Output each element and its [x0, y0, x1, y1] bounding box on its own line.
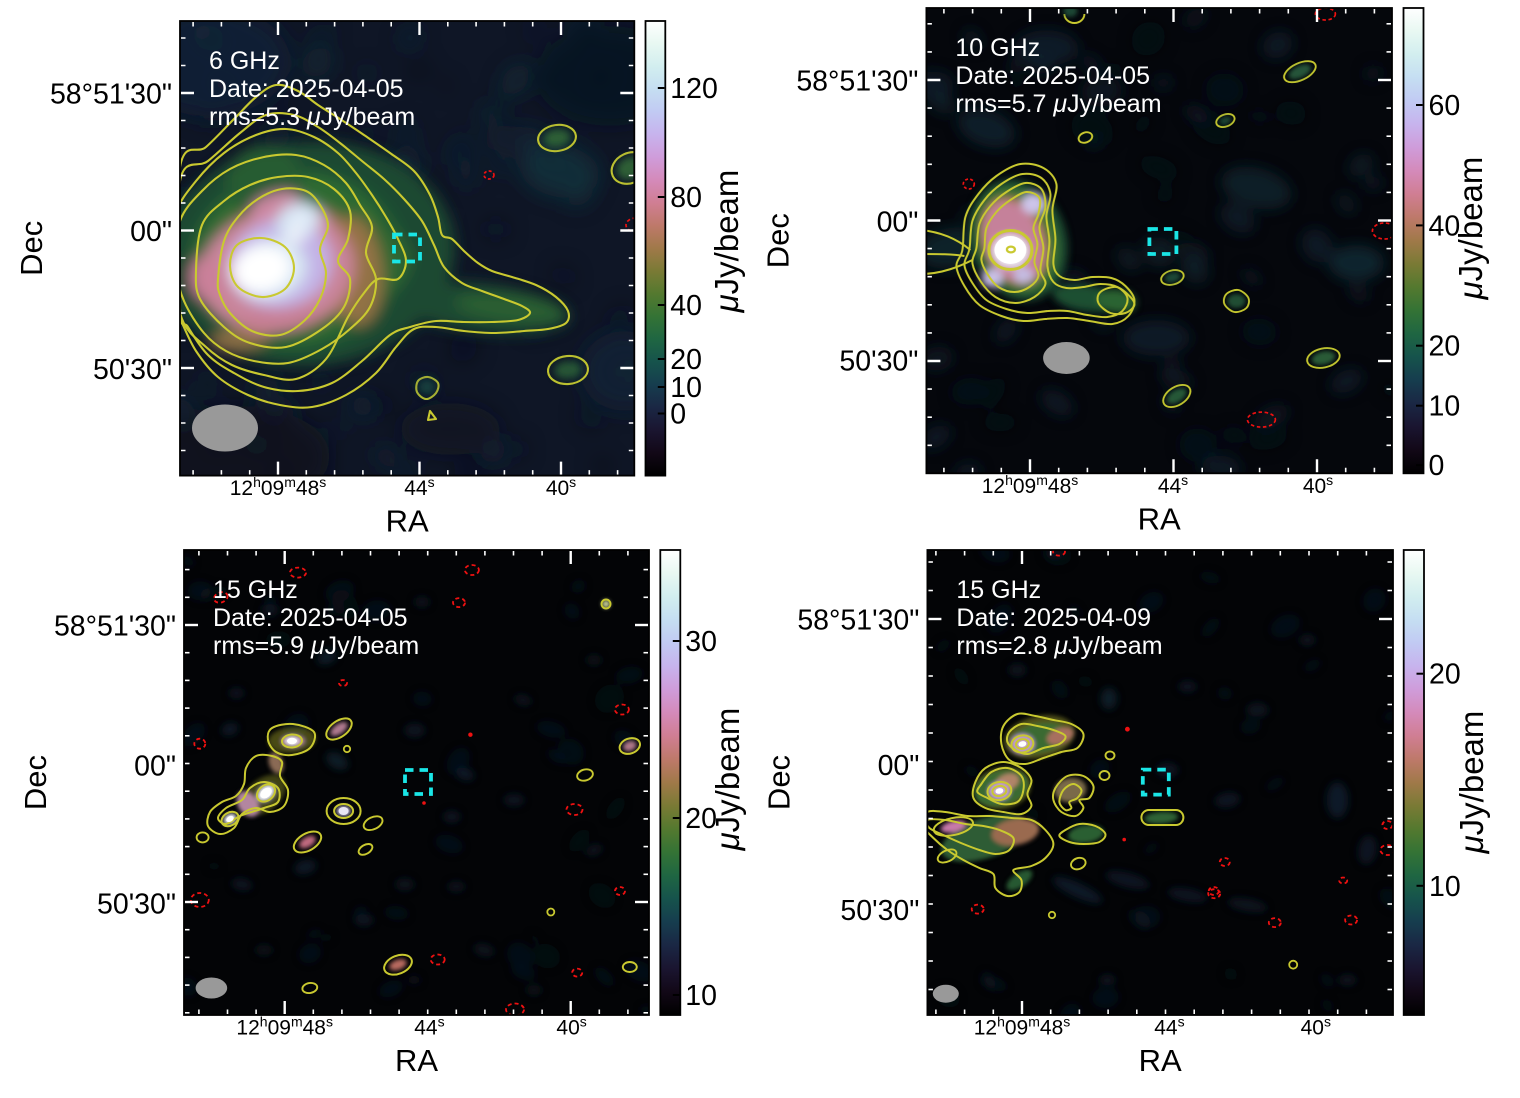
svg-text:15 GHz: 15 GHz: [213, 576, 298, 604]
svg-text:12h09m48s: 12h09m48s: [982, 472, 1079, 498]
svg-text:μJy/beam: μJy/beam: [709, 708, 746, 852]
svg-text:50'30": 50'30": [839, 345, 918, 377]
svg-text:00": 00": [134, 750, 176, 782]
svg-text:40: 40: [670, 290, 702, 322]
svg-text:0: 0: [1429, 450, 1445, 482]
svg-text:10 GHz: 10 GHz: [955, 34, 1040, 62]
svg-text:RA: RA: [395, 1043, 438, 1078]
svg-text:40: 40: [1429, 210, 1461, 242]
svg-text:rms=5.9 μJy/beam: rms=5.9 μJy/beam: [213, 632, 419, 660]
svg-text:12h09m48s: 12h09m48s: [236, 1014, 333, 1040]
svg-text:12h09m48s: 12h09m48s: [974, 1014, 1071, 1040]
svg-text:μJy/beam: μJy/beam: [708, 170, 745, 314]
svg-text:58°51'30": 58°51'30": [54, 610, 176, 642]
svg-text:50'30": 50'30": [97, 888, 176, 920]
svg-text:Date: 2025-04-05: Date: 2025-04-05: [209, 75, 404, 103]
svg-text:μJy/beam: μJy/beam: [1453, 711, 1490, 855]
svg-text:rms=2.8 μJy/beam: rms=2.8 μJy/beam: [956, 632, 1162, 660]
svg-text:30: 30: [685, 626, 717, 658]
svg-text:Dec: Dec: [761, 755, 796, 810]
svg-text:50'30": 50'30": [93, 354, 172, 386]
svg-text:00": 00": [878, 750, 920, 782]
svg-text:0: 0: [670, 399, 686, 431]
svg-text:120: 120: [670, 73, 718, 105]
svg-text:15 GHz: 15 GHz: [956, 576, 1041, 604]
svg-text:Dec: Dec: [14, 221, 49, 276]
svg-text:20: 20: [685, 803, 717, 835]
svg-text:50'30": 50'30": [840, 895, 919, 927]
svg-text:20: 20: [670, 344, 702, 376]
svg-text:μJy/beam: μJy/beam: [1452, 157, 1489, 301]
svg-text:00": 00": [877, 206, 919, 238]
svg-text:RA: RA: [1138, 501, 1181, 536]
svg-text:Date: 2025-04-09: Date: 2025-04-09: [956, 604, 1151, 632]
svg-text:10: 10: [1429, 871, 1461, 903]
svg-text:12h09m48s: 12h09m48s: [230, 474, 327, 500]
svg-text:rms=5.7 μJy/beam: rms=5.7 μJy/beam: [955, 90, 1161, 118]
svg-text:Dec: Dec: [18, 755, 53, 810]
svg-text:00": 00": [130, 216, 172, 248]
svg-text:RA: RA: [1139, 1043, 1182, 1078]
svg-text:60: 60: [1429, 90, 1461, 122]
svg-text:Date: 2025-04-05: Date: 2025-04-05: [213, 604, 408, 632]
svg-text:58°51'30": 58°51'30": [796, 65, 918, 97]
svg-text:80: 80: [670, 182, 702, 214]
svg-text:58°51'30": 58°51'30": [797, 604, 919, 636]
svg-text:RA: RA: [386, 504, 429, 539]
svg-text:Dec: Dec: [760, 213, 795, 268]
svg-text:rms=5.3 μJy/beam: rms=5.3 μJy/beam: [209, 103, 415, 131]
svg-text:Date: 2025-04-05: Date: 2025-04-05: [955, 62, 1150, 90]
svg-text:10: 10: [1429, 391, 1461, 423]
svg-text:10: 10: [685, 980, 717, 1012]
svg-text:6 GHz: 6 GHz: [209, 47, 280, 75]
svg-text:20: 20: [1429, 331, 1461, 363]
svg-text:20: 20: [1429, 659, 1461, 691]
svg-text:58°51'30": 58°51'30": [50, 78, 172, 110]
svg-text:10: 10: [670, 372, 702, 404]
